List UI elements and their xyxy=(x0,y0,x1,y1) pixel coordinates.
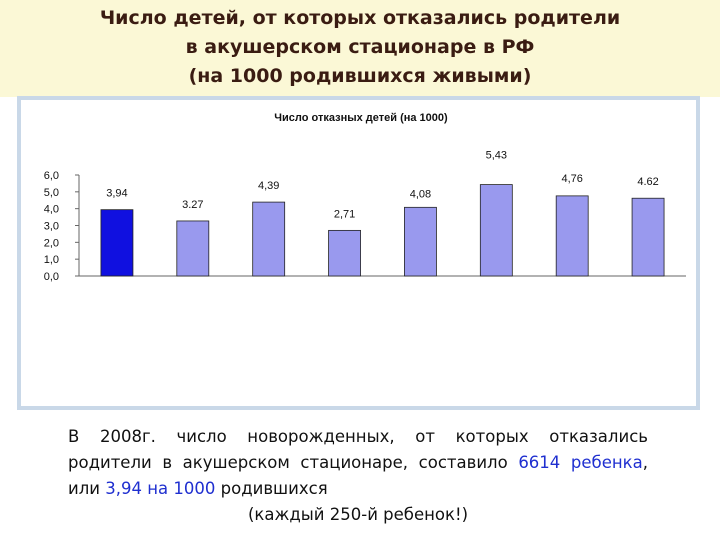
body-highlight-count: 6614 ребенка xyxy=(518,453,643,472)
body-line-4: (каждый 250-й ребенок!) xyxy=(247,505,469,524)
data-label: 4.62 xyxy=(637,176,658,188)
body-line-3-end: родившихся xyxy=(215,479,328,498)
data-label: 4,39 xyxy=(258,180,279,192)
y-tick-label: 6,0 xyxy=(44,170,59,182)
body-line-2: родители в акушерском стационаре, состав… xyxy=(68,450,648,476)
data-label: 5,43 xyxy=(486,150,507,162)
y-tick-label: 0,0 xyxy=(44,271,59,283)
bar xyxy=(252,201,286,277)
y-axis-ticks: 0,0 1,0 2,0 3,0 4,0 5,0 6,0 xyxy=(44,170,79,283)
y-tick-label: 5,0 xyxy=(44,187,59,199)
body-text: В 2008г. число новорожденных, от которых… xyxy=(68,424,648,528)
slide-title: Число детей, от которых отказались родит… xyxy=(40,4,680,91)
bar xyxy=(328,229,361,277)
y-tick-label: 4,0 xyxy=(44,204,59,216)
data-label: 3,94 xyxy=(106,188,127,200)
chart-area: Число отказных детей (на 1000) 0,0 1,0 2,0… xyxy=(21,100,696,406)
y-tick-label: 2,0 xyxy=(44,237,59,249)
bar xyxy=(100,209,134,277)
y-tick-label: 3,0 xyxy=(44,221,59,233)
bar xyxy=(479,184,513,277)
chart-frame: Число отказных детей (на 1000) 0,0 1,0 2,0… xyxy=(17,96,700,410)
bars xyxy=(100,184,665,277)
bar xyxy=(404,206,437,277)
bar xyxy=(555,195,589,277)
data-label: 4,08 xyxy=(410,188,431,200)
data-label: 4,76 xyxy=(561,173,582,185)
body-highlight-rate: 3,94 на 1000 xyxy=(105,479,216,498)
bar-chart: Число отказных детей (на 1000) 0,0 1,0 2,0… xyxy=(44,112,686,283)
slide-header xyxy=(0,0,720,97)
title-line-2: в акушерском стационаре в РФ xyxy=(185,36,535,58)
chart-title: Число отказных детей (на 1000) xyxy=(274,112,448,124)
data-label: 3.27 xyxy=(182,199,203,211)
body-line-2-text: родители в акушерском стационаре, состав… xyxy=(68,453,519,472)
bar xyxy=(631,197,665,277)
y-tick-label: 1,0 xyxy=(44,254,59,266)
data-label: 2,71 xyxy=(334,208,355,220)
data-labels: 3,94 3.27 4,39 2,71 4,08 5,43 4,76 4.62 xyxy=(106,150,659,221)
body-line-2-end: , xyxy=(642,453,648,472)
body-line-1: В 2008г. число новорожденных, от которых… xyxy=(68,427,648,446)
title-line-3: (на 1000 родившихся живыми) xyxy=(188,65,532,87)
bar xyxy=(176,220,210,277)
body-line-3-text: или xyxy=(68,479,106,498)
title-line-1: Число детей, от которых отказались родит… xyxy=(99,7,621,29)
body-line-3: или 3,94 на 1000 родившихся xyxy=(68,476,648,502)
